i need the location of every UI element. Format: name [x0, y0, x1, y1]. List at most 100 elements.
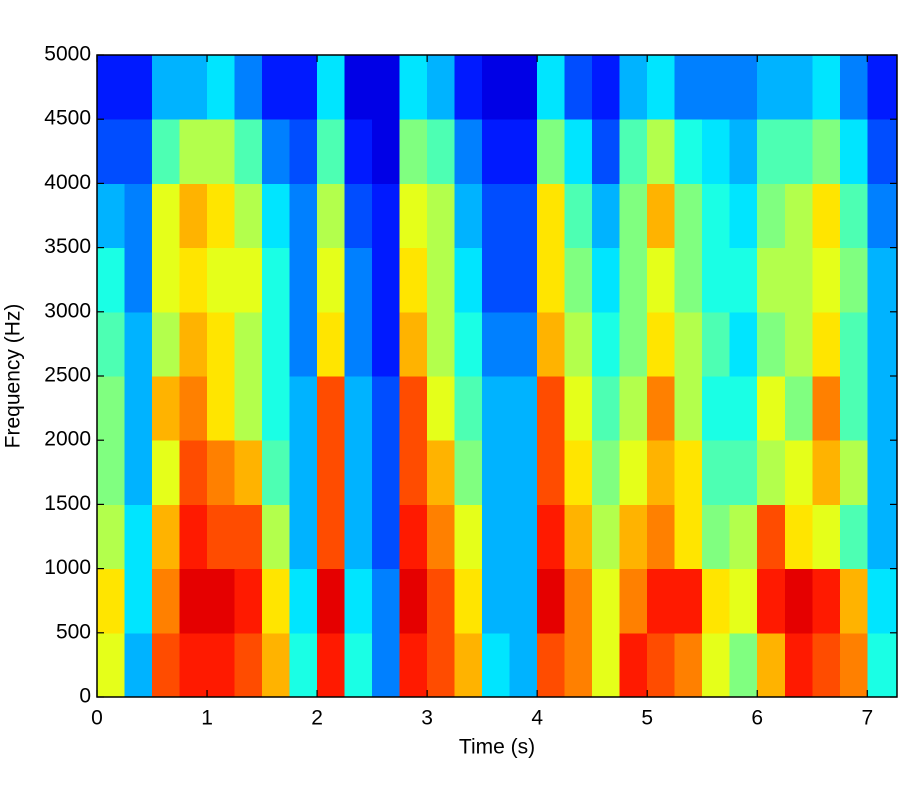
- cell: [372, 247, 401, 313]
- cell: [647, 440, 676, 505]
- cell: [784, 311, 813, 377]
- cell: [289, 568, 318, 634]
- cell: [262, 247, 291, 313]
- cell: [784, 119, 813, 184]
- cell: [702, 568, 731, 634]
- cell: [784, 183, 813, 249]
- cell: [207, 183, 236, 249]
- cell: [839, 183, 868, 249]
- y-tick-label: 500: [56, 620, 91, 643]
- cell: [564, 568, 593, 634]
- cell: [427, 55, 456, 120]
- cell: [344, 119, 373, 184]
- x-tick-label: 1: [201, 707, 213, 730]
- cell: [152, 311, 181, 377]
- cell: [839, 504, 868, 570]
- cell: [317, 376, 346, 441]
- cell: [454, 55, 483, 120]
- cell: [619, 55, 648, 120]
- cell: [757, 632, 786, 698]
- cell: [262, 183, 291, 249]
- cell: [372, 632, 401, 698]
- cell: [592, 55, 621, 120]
- cell: [702, 440, 731, 505]
- cell: [289, 247, 318, 313]
- cell: [97, 55, 126, 120]
- cell: [509, 55, 538, 120]
- cell: [647, 55, 676, 120]
- cell: [97, 183, 126, 249]
- cell: [289, 376, 318, 441]
- cell: [372, 55, 401, 120]
- cell: [179, 632, 208, 698]
- cell: [454, 247, 483, 313]
- cell: [674, 247, 703, 313]
- cell: [867, 376, 898, 441]
- cell: [262, 568, 291, 634]
- cell: [152, 119, 181, 184]
- cell: [262, 440, 291, 505]
- cell: [674, 504, 703, 570]
- cell: [152, 504, 181, 570]
- cell: [124, 119, 153, 184]
- cell: [839, 311, 868, 377]
- cell: [97, 440, 126, 505]
- cell: [647, 504, 676, 570]
- cell: [124, 183, 153, 249]
- cell: [729, 504, 758, 570]
- cell: [729, 311, 758, 377]
- cell: [674, 632, 703, 698]
- y-tick-label: 0: [79, 685, 91, 708]
- cell: [372, 183, 401, 249]
- cell: [482, 55, 511, 120]
- cell: [592, 119, 621, 184]
- cell: [619, 311, 648, 377]
- cell: [454, 311, 483, 377]
- cell: [729, 568, 758, 634]
- cell: [454, 183, 483, 249]
- cell: [372, 568, 401, 634]
- cell: [729, 247, 758, 313]
- cell: [619, 183, 648, 249]
- cell: [509, 247, 538, 313]
- cell: [207, 504, 236, 570]
- cell: [812, 632, 841, 698]
- cell: [344, 568, 373, 634]
- cell: [509, 504, 538, 570]
- cell: [564, 376, 593, 441]
- cell: [509, 632, 538, 698]
- cell: [592, 440, 621, 505]
- cell: [784, 504, 813, 570]
- x-tick-label: 7: [861, 707, 873, 730]
- cell: [619, 568, 648, 634]
- cell: [564, 504, 593, 570]
- cell: [454, 504, 483, 570]
- cell: [454, 440, 483, 505]
- y-tick-label: 2000: [44, 428, 91, 451]
- cell: [289, 119, 318, 184]
- cell: [399, 55, 428, 120]
- cell: [482, 504, 511, 570]
- cell: [757, 504, 786, 570]
- cell: [812, 504, 841, 570]
- cell: [289, 55, 318, 120]
- cell: [399, 376, 428, 441]
- cell: [399, 119, 428, 184]
- x-tick-label: 5: [641, 707, 653, 730]
- cell: [372, 376, 401, 441]
- x-tick-label: 0: [91, 707, 103, 730]
- cell: [344, 440, 373, 505]
- cell: [729, 376, 758, 441]
- cell: [867, 632, 898, 698]
- x-tick-label: 4: [531, 707, 543, 730]
- cell: [234, 247, 263, 313]
- cell: [482, 632, 511, 698]
- cell: [234, 632, 263, 698]
- cell: [344, 183, 373, 249]
- cell: [234, 376, 263, 441]
- cell: [152, 247, 181, 313]
- cell: [124, 376, 153, 441]
- axes: 0 1 2 3 4 5 6 7 0 500 1000 1500 2000 2500 3000 3500 4000…: [44, 43, 898, 730]
- cell: [124, 440, 153, 505]
- cell: [619, 119, 648, 184]
